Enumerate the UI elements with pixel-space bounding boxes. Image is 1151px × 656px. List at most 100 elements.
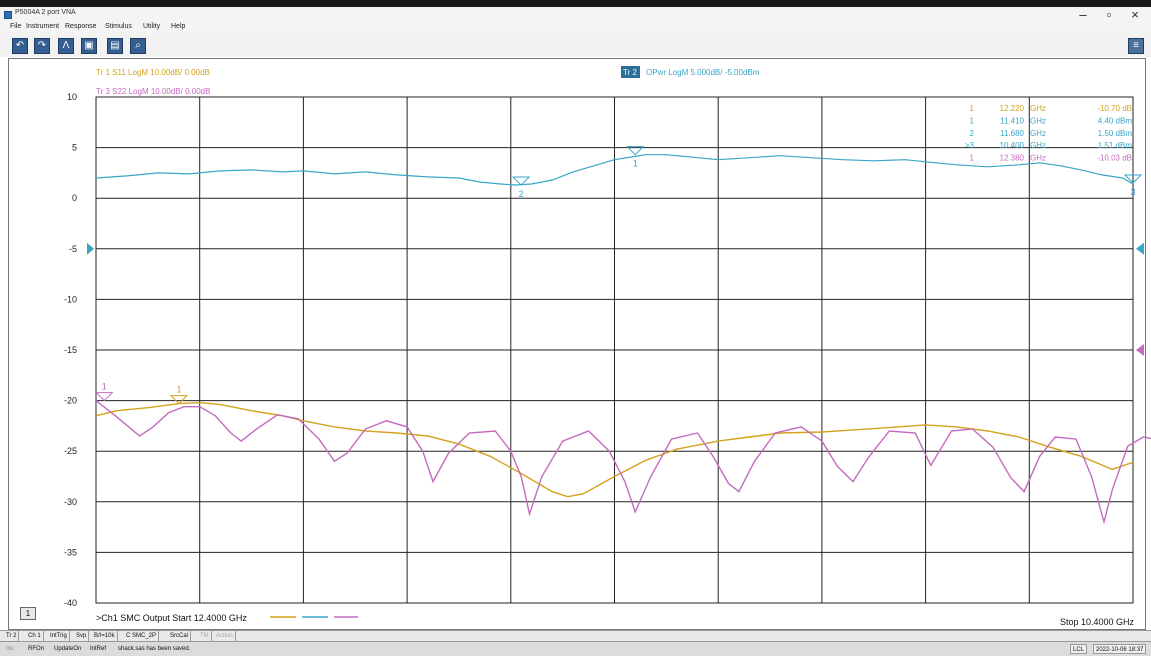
window-title: P5004A 2 port VNA [15, 9, 76, 16]
marker-table-value: -10.03 dB [1097, 154, 1132, 163]
softkey-srccal[interactable]: SrcCal [168, 631, 192, 641]
softkey-bw[interactable]: B/I=10k [92, 631, 118, 641]
marker-opwr-2[interactable] [511, 176, 531, 186]
hamburger-icon: ≡ [1133, 40, 1139, 51]
measurement-plot[interactable]: 10 5 0 -5 -10 -15 -20 -25 -30 -35 -40 1 2 3 1 1 Tr 1 S11… [0, 0, 1151, 630]
marker-table-frequency: 12.380 [1000, 154, 1025, 163]
status-rf-on: RFOn [28, 646, 45, 652]
screen-top-edge [0, 0, 1151, 7]
marker-icon: Λ [62, 40, 70, 51]
redo-button[interactable]: ↷ [34, 38, 50, 54]
menu-stimulus[interactable]: Stimulus [105, 23, 132, 30]
stop-frequency-label: Stop 10.4000 GHz [1060, 617, 1135, 627]
app-icon [4, 11, 12, 19]
marker-label: 1 [176, 385, 181, 395]
y-tick-label: 10 [67, 92, 77, 102]
trace-button[interactable]: ▣ [81, 38, 97, 54]
marker-label: 1 [102, 382, 107, 392]
marker-table-frequency: 10.400 [1000, 141, 1025, 150]
marker-table-unit: GHz [1030, 116, 1046, 125]
reference-level-arrow[interactable] [87, 242, 94, 255]
status-update-on: UpdateOn [54, 646, 82, 652]
trace-opwr[interactable] [95, 154, 1134, 186]
marker-table-frequency: 11.410 [1000, 116, 1024, 125]
save-button[interactable]: ▤ [107, 38, 123, 54]
trace-2-active-box[interactable] [621, 66, 640, 78]
softkey-ch1[interactable]: Ch 1 [26, 631, 44, 641]
menu-instrument[interactable]: Instrument [26, 23, 60, 30]
marker-table-value: -10.70 dB [1097, 104, 1132, 113]
trace-2-label: Tr 2 [623, 68, 637, 77]
y-tick-label: 5 [72, 143, 77, 153]
status-int-ref: IntRef [90, 646, 107, 652]
undo-icon: ↶ [15, 40, 25, 51]
marker-label: 1 [633, 159, 638, 169]
menu-utility[interactable]: Utility [143, 23, 161, 30]
save-icon: ▤ [110, 40, 120, 51]
close-button[interactable]: × [1131, 7, 1139, 22]
trace-3-header: Tr 3 S22 LogM 10.00dB/ 0.00dB [96, 87, 210, 96]
marker-s22-1[interactable] [95, 392, 114, 402]
marker-table-unit: GHz [1030, 129, 1046, 138]
trace-icon: ▣ [84, 40, 94, 51]
y-tick-label: -35 [64, 547, 77, 557]
title-bar: P5004A 2 port VNA – ▫ × [0, 7, 1151, 23]
marker-button[interactable]: Λ [58, 38, 74, 54]
y-tick-label: -20 [64, 396, 77, 406]
marker-table-number: 1 [970, 116, 975, 125]
marker-table-number: 1 [970, 154, 975, 163]
trace-s11[interactable] [95, 401, 1134, 498]
trace-2-header: OPwr LogM 5.000dB/ -5.00dBm [646, 68, 760, 77]
status-message: shack.sas has been saved. [118, 646, 191, 652]
softkey-tm[interactable]: TM [198, 631, 212, 641]
undo-button[interactable]: ↶ [12, 38, 28, 54]
menu-response[interactable]: Response [65, 23, 97, 30]
marker-opwr-1[interactable] [626, 146, 645, 156]
trace-1-header: Tr 1 S11 LogM 10.00dB/ 0.00dB [96, 68, 210, 77]
redo-icon: ↷ [37, 40, 47, 51]
menu-file[interactable]: File [10, 23, 22, 30]
marker-label: 2 [519, 189, 524, 199]
marker-s11-1[interactable] [169, 395, 189, 405]
marker-table-frequency: 12.220 [1000, 104, 1025, 113]
marker-table-number: 1 [970, 104, 975, 113]
softkey-inttrig[interactable]: IntTrig [48, 631, 70, 641]
softkey-cal[interactable]: C SMC_2P [124, 631, 160, 641]
y-tick-label: -25 [64, 446, 77, 456]
reference-level-arrow[interactable] [1136, 242, 1144, 255]
y-tick-label: -5 [69, 244, 77, 254]
minimize-button[interactable]: – [1079, 7, 1087, 22]
y-tick-label: -40 [64, 598, 77, 608]
marker-table-frequency: 11.680 [1000, 129, 1024, 138]
y-tick-label: 0 [72, 193, 77, 203]
marker-table-value: 4.40 dBm [1098, 116, 1133, 125]
channel-number-box[interactable]: 1 [20, 607, 36, 620]
marker-table-number: 2 [970, 129, 975, 138]
status-lcl: LCL [1070, 644, 1088, 654]
softkey-bar: Tr 2 Ch 1 IntTrig Svp B/I=10k C SMC_2P S… [0, 630, 1151, 641]
y-tick-label: -30 [64, 497, 77, 507]
menu-help[interactable]: Help [171, 23, 186, 30]
marker-table-unit: GHz [1030, 104, 1046, 113]
reference-level-arrow[interactable] [1136, 344, 1144, 356]
status-inc: Inc [6, 646, 15, 652]
toolbar: ↶ ↷ Λ ▣ ▤ ⌕ ≡ [0, 35, 1151, 57]
trace-s22[interactable] [95, 400, 1151, 568]
zoom-icon: ⌕ [135, 40, 141, 51]
softkey-actiun[interactable]: Actiun [214, 631, 236, 641]
zoom-button[interactable]: ⌕ [130, 38, 146, 54]
status-datetime: 2022-10-06 18:37 [1093, 644, 1147, 654]
menu-bar: File Instrument Response Stimulus Utilit… [0, 22, 1151, 35]
channel-start-label: >Ch1 SMC Output Start 12.4000 GHz [96, 613, 247, 623]
marker-table-number: >3 [965, 141, 975, 150]
maximize-button[interactable]: ▫ [1106, 7, 1112, 22]
y-tick-label: -15 [64, 345, 77, 355]
softkey-svp[interactable]: Svp [74, 631, 90, 641]
menu-toggle-button[interactable]: ≡ [1128, 38, 1144, 54]
marker-table-unit: GHz [1030, 154, 1046, 163]
softkey-tr2[interactable]: Tr 2 [4, 631, 20, 641]
marker-table-value: 1.50 dBm [1098, 129, 1133, 138]
marker-opwr-3[interactable] [1123, 174, 1143, 184]
status-bar: Inc RFOn UpdateOn IntRef shack.sas has b… [0, 641, 1151, 656]
marker-label: 3 [1130, 187, 1135, 197]
